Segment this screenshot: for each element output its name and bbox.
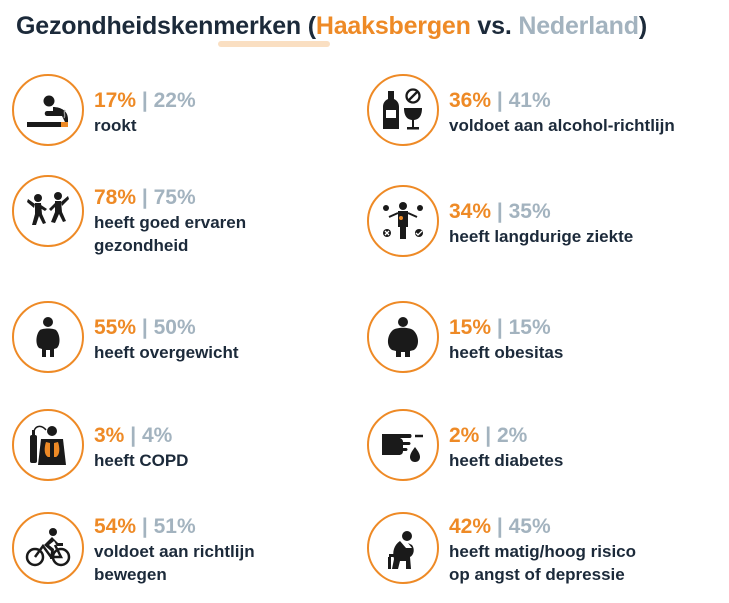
cycling-icon <box>25 528 71 567</box>
separator: | <box>496 316 503 339</box>
stat-label: heeft goed ervaren <box>94 213 247 232</box>
separator: | <box>496 200 503 223</box>
local-value: 78% <box>94 186 137 209</box>
local-value: 54% <box>94 515 137 538</box>
separator: | <box>141 316 148 339</box>
dancing-people-icon <box>27 192 69 225</box>
national-value: 45% <box>508 515 551 538</box>
title-close-paren: ) <box>638 12 647 40</box>
alcohol-icon <box>383 88 422 130</box>
national-value: 2% <box>496 424 528 447</box>
obesity-icon <box>387 317 419 357</box>
title-local-name: Haaksbergen <box>315 12 471 40</box>
national-value: 51% <box>153 515 196 538</box>
local-value: 34% <box>449 200 492 223</box>
stat-label-line2: gezondheid <box>94 236 189 255</box>
distressed-person-icon <box>388 531 414 569</box>
separator: | <box>141 515 148 538</box>
faded-subtitle-remnant <box>218 41 330 47</box>
national-value: 15% <box>508 316 551 339</box>
smoking-icon <box>27 95 68 127</box>
title-national-name: Nederland <box>518 12 639 40</box>
local-value: 55% <box>94 316 137 339</box>
stat-label: rookt <box>94 116 137 135</box>
copd-icon <box>30 425 66 465</box>
local-value: 15% <box>449 316 492 339</box>
stat-label-line2: bewegen <box>94 565 167 584</box>
stat-label: heeft langdurige ziekte <box>449 227 634 246</box>
separator: | <box>141 89 148 112</box>
title-vs: vs. <box>470 12 519 40</box>
local-value: 3% <box>94 424 125 447</box>
stat-label: voldoet aan alcohol-richtlijn <box>449 116 675 135</box>
local-value: 36% <box>449 89 492 112</box>
title-open-paren: ( <box>300 12 316 40</box>
separator: | <box>485 424 492 447</box>
separator: | <box>130 424 137 447</box>
national-value: 35% <box>508 200 551 223</box>
national-value: 41% <box>508 89 551 112</box>
stat-label: heeft obesitas <box>449 343 564 362</box>
national-value: 22% <box>153 89 196 112</box>
national-value: 75% <box>153 186 196 209</box>
stat-label: heeft COPD <box>94 451 189 470</box>
page-title: Gezondheidskenmerken (Haaksbergen vs. Ne… <box>16 12 647 41</box>
stat-label: heeft matig/hoog risico <box>449 542 637 561</box>
stat-label: voldoet aan richtlijn <box>94 542 255 561</box>
overweight-icon <box>36 317 60 357</box>
local-value: 17% <box>94 89 137 112</box>
national-value: 50% <box>153 316 196 339</box>
national-value: 4% <box>141 424 173 447</box>
separator: | <box>496 515 503 538</box>
stat-label: heeft diabetes <box>449 451 564 470</box>
local-value: 42% <box>449 515 492 538</box>
stat-label: heeft overgewicht <box>94 343 239 362</box>
separator: | <box>496 89 503 112</box>
diabetes-icon <box>382 434 423 462</box>
local-value: 2% <box>449 424 480 447</box>
title-main: Gezondheidskenmerken <box>16 12 301 40</box>
stat-label-line2: op angst of depressie <box>449 565 625 584</box>
separator: | <box>141 186 148 209</box>
chronic-illness-icon <box>383 202 423 239</box>
